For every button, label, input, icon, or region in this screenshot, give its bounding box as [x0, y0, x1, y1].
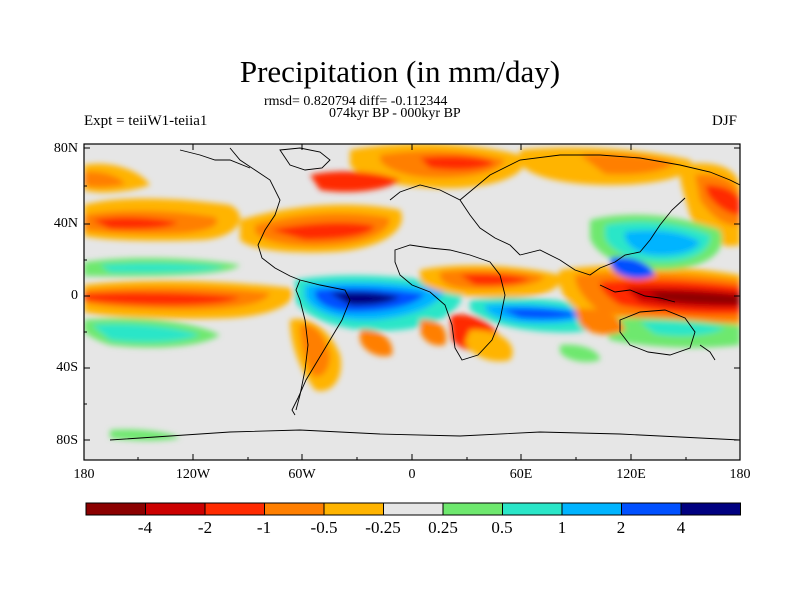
colorbar-box-6 — [383, 502, 444, 516]
lon-tick-label: 120W — [175, 467, 211, 482]
lon-tick-label: 60E — [509, 467, 533, 482]
lon-tick-label: 180 — [73, 467, 95, 482]
colorbar-label: 1 — [557, 518, 567, 537]
colorbar-box-7 — [442, 502, 503, 516]
colorbar-label: -0.25 — [365, 518, 401, 537]
colorbar-label: 4 — [676, 518, 686, 537]
colorbar-label: 2 — [616, 518, 626, 537]
colorbar — [85, 502, 741, 516]
colorbar-label: 0.5 — [491, 518, 513, 537]
colorbar-box-3 — [204, 502, 265, 516]
colorbar-label: 0.25 — [428, 518, 458, 537]
colorbar-box-9 — [561, 502, 622, 516]
lon-tick-label: 0 — [408, 467, 416, 482]
lon-tick-label: 180 — [729, 467, 751, 482]
lat-tick-label: 40N — [53, 216, 78, 231]
lon-tick-label: 60W — [288, 467, 316, 482]
colorbar-label: -0.5 — [310, 518, 338, 537]
axis-ticks — [84, 144, 740, 460]
colorbar-box-8 — [502, 502, 563, 516]
colorbar-box-5 — [323, 502, 384, 516]
colorbar-label: -1 — [256, 518, 272, 537]
colorbar-box-10 — [621, 502, 682, 516]
coastlines — [109, 147, 740, 441]
period-text: 074kyr BP - 000kyr BP — [329, 106, 461, 121]
colorbar-box-4 — [264, 502, 325, 516]
experiment-label: Expt = teiiW1-teiia1 — [84, 113, 208, 129]
stats-text: rmsd= 0.820794 diff= -0.112344 — [264, 94, 448, 109]
lon-tick-label: 120E — [616, 467, 646, 482]
colorbar-box-11 — [680, 502, 741, 516]
lat-tick-label: 80N — [53, 141, 78, 156]
lat-tick-label: 0 — [71, 288, 78, 303]
season-label: DJF — [712, 113, 738, 129]
precip-field — [84, 144, 740, 441]
colorbar-label: -2 — [197, 518, 213, 537]
colorbar-box-2 — [145, 502, 206, 516]
colorbar-box-1 — [85, 502, 146, 516]
lat-tick-label: 80S — [56, 433, 78, 448]
chart-title: Precipitation (in mm/day) — [239, 54, 561, 89]
lat-tick-label: 40S — [56, 360, 78, 375]
colorbar-label: -4 — [137, 518, 153, 537]
